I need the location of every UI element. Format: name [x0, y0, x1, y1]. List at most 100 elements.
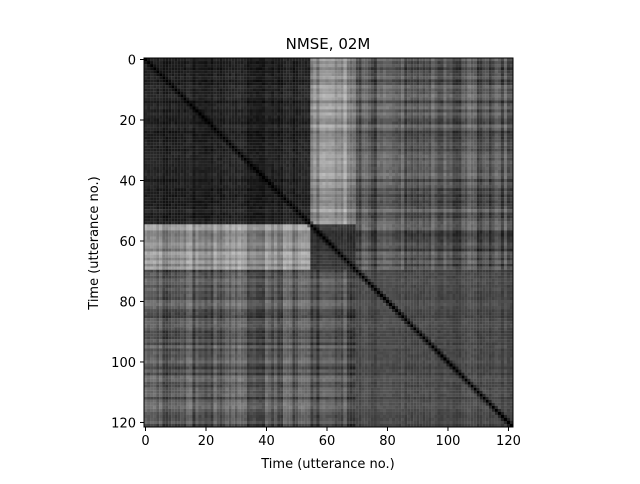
- heatmap-cell: [180, 97, 184, 101]
- heatmap-cell: [289, 130, 293, 134]
- heatmap-cell: [458, 166, 462, 170]
- heatmap-cell: [479, 148, 483, 152]
- heatmap-cell: [373, 157, 377, 161]
- heatmap-cell: [219, 178, 223, 183]
- heatmap-cell: [328, 106, 332, 110]
- heatmap-cell: [464, 178, 468, 183]
- heatmap-cell: [156, 163, 160, 167]
- heatmap-cell: [446, 106, 450, 110]
- heatmap-cell: [416, 139, 420, 143]
- heatmap-cell: [189, 178, 193, 183]
- heatmap-cell: [500, 163, 505, 167]
- heatmap-cell: [313, 139, 317, 143]
- heatmap-cell: [449, 100, 453, 104]
- heatmap-cell: [398, 151, 402, 155]
- heatmap-cell: [392, 172, 396, 177]
- heatmap-cell: [171, 103, 175, 107]
- heatmap-cell: [213, 142, 217, 146]
- heatmap-cell: [476, 130, 480, 134]
- heatmap-cell: [340, 169, 344, 174]
- heatmap-cell: [277, 79, 281, 83]
- heatmap-cell: [370, 154, 374, 158]
- heatmap-cell: [385, 130, 390, 134]
- heatmap-cell: [343, 115, 347, 119]
- heatmap-cell: [443, 145, 447, 149]
- heatmap-cell: [404, 106, 408, 110]
- heatmap-cell: [264, 160, 269, 164]
- heatmap-cell: [231, 166, 235, 170]
- heatmap-cell: [156, 139, 160, 143]
- heatmap-cell: [159, 154, 163, 158]
- heatmap-cell: [485, 175, 489, 180]
- heatmap-cell: [470, 118, 474, 122]
- heatmap-cell: [509, 136, 514, 140]
- heatmap-cell: [319, 58, 323, 62]
- heatmap-cell: [352, 76, 356, 80]
- heatmap-cell: [322, 94, 326, 98]
- heatmap-cell: [352, 169, 356, 174]
- heatmap-cell: [416, 178, 420, 183]
- heatmap-cell: [165, 79, 169, 83]
- heatmap-cell: [261, 58, 266, 62]
- heatmap-cell: [497, 133, 501, 137]
- heatmap-cell: [367, 124, 371, 128]
- heatmap-cell: [246, 82, 250, 86]
- heatmap-cell: [482, 67, 486, 71]
- heatmap-cell: [159, 136, 163, 140]
- heatmap-cell: [428, 166, 432, 170]
- heatmap-cell: [319, 121, 323, 125]
- heatmap-cell: [298, 61, 302, 65]
- heatmap-cell: [367, 106, 371, 110]
- heatmap-cell: [210, 58, 214, 62]
- heatmap-cell: [343, 82, 347, 86]
- heatmap-cell: [210, 109, 214, 113]
- heatmap-cell: [340, 124, 344, 128]
- heatmap-cell: [289, 115, 293, 119]
- heatmap-cell: [219, 82, 223, 86]
- heatmap-cell: [283, 154, 287, 158]
- heatmap-cell: [304, 88, 308, 92]
- heatmap-cell: [301, 127, 305, 131]
- heatmap-cell: [401, 175, 405, 180]
- heatmap-cell: [506, 163, 511, 167]
- heatmap-cell: [234, 163, 238, 167]
- heatmap-cell: [494, 124, 498, 128]
- heatmap-cell: [452, 157, 456, 161]
- heatmap-cell: [153, 76, 157, 80]
- heatmap-cell: [506, 91, 511, 95]
- heatmap-cell: [295, 109, 299, 113]
- heatmap-cell: [210, 61, 214, 65]
- heatmap-cell: [183, 136, 187, 140]
- heatmap-cell: [509, 106, 514, 110]
- heatmap-cell: [452, 130, 456, 134]
- heatmap-cell: [404, 61, 408, 65]
- heatmap-cell: [497, 94, 501, 98]
- heatmap-cell: [491, 85, 495, 89]
- heatmap-cell: [473, 106, 477, 110]
- heatmap-cell: [509, 142, 514, 146]
- heatmap-cell: [283, 70, 287, 74]
- heatmap-cell: [407, 61, 411, 65]
- heatmap-cell: [346, 91, 350, 95]
- heatmap-cell: [340, 154, 344, 158]
- heatmap-cell: [322, 91, 326, 95]
- heatmap-cell: [376, 70, 380, 74]
- heatmap-cell: [491, 133, 495, 137]
- heatmap-cell: [334, 178, 338, 183]
- heatmap-cell: [280, 139, 284, 143]
- heatmap-cell: [307, 157, 311, 161]
- heatmap-cell: [195, 166, 199, 170]
- heatmap-cell: [509, 169, 514, 174]
- heatmap-cell: [482, 154, 486, 158]
- heatmap-cell: [355, 127, 359, 131]
- heatmap-cell: [476, 169, 480, 174]
- heatmap-cell: [455, 115, 459, 119]
- heatmap-cell: [482, 70, 486, 74]
- heatmap-cell: [168, 139, 172, 143]
- heatmap-cell: [144, 118, 148, 122]
- heatmap-cell: [503, 64, 508, 68]
- heatmap-cell: [509, 79, 514, 83]
- heatmap-cell: [328, 64, 332, 68]
- heatmap-cell: [177, 61, 181, 65]
- heatmap-cell: [476, 79, 480, 83]
